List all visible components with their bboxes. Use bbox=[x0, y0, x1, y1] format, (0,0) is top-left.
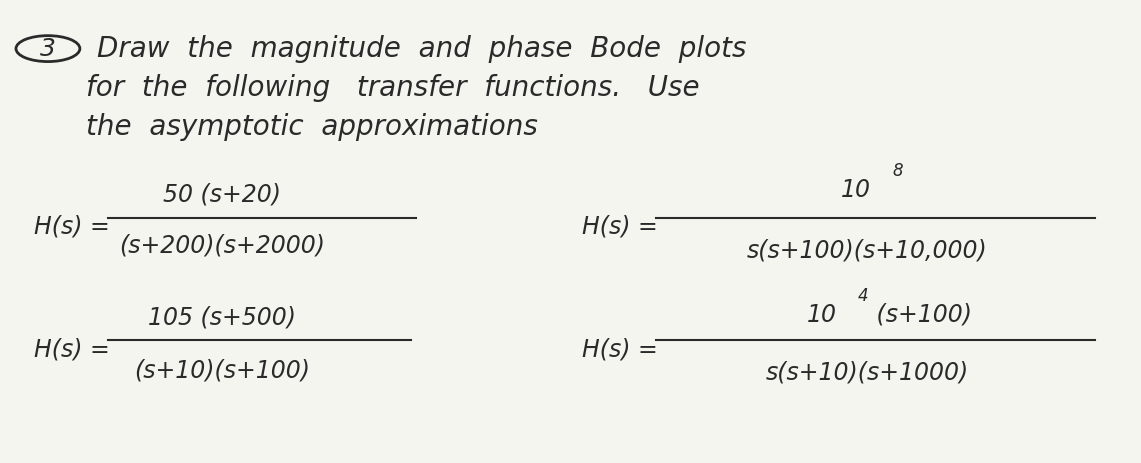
Text: H(s) =: H(s) = bbox=[34, 338, 110, 362]
Text: 4: 4 bbox=[858, 288, 868, 305]
Text: 50 (s+20): 50 (s+20) bbox=[163, 182, 282, 206]
Text: (s+100): (s+100) bbox=[869, 303, 972, 327]
Text: H(s) =: H(s) = bbox=[34, 215, 110, 239]
Text: 3: 3 bbox=[40, 37, 56, 61]
Text: the  asymptotic  approximations: the asymptotic approximations bbox=[86, 113, 537, 141]
Text: (s+10)(s+100): (s+10)(s+100) bbox=[135, 358, 310, 382]
Text: s(s+100)(s+10,000): s(s+100)(s+10,000) bbox=[747, 238, 987, 262]
Text: 10: 10 bbox=[807, 303, 836, 327]
Text: 105 (s+500): 105 (s+500) bbox=[148, 305, 297, 329]
Text: H(s) =: H(s) = bbox=[582, 215, 657, 239]
Text: (s+200)(s+2000): (s+200)(s+2000) bbox=[120, 233, 325, 257]
Text: for  the  following   transfer  functions.   Use: for the following transfer functions. Us… bbox=[86, 74, 699, 102]
Text: s(s+10)(s+1000): s(s+10)(s+1000) bbox=[766, 361, 969, 385]
Text: 10: 10 bbox=[841, 178, 871, 202]
Text: 8: 8 bbox=[892, 163, 903, 180]
Text: H(s) =: H(s) = bbox=[582, 338, 657, 362]
Text: Draw  the  magnitude  and  phase  Bode  plots: Draw the magnitude and phase Bode plots bbox=[97, 35, 746, 63]
